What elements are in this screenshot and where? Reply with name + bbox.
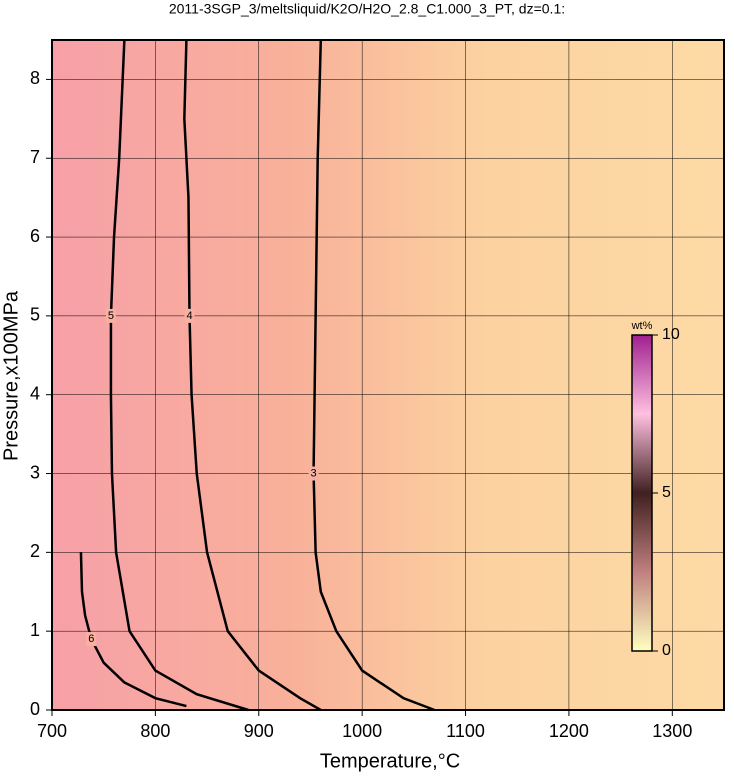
y-tick-label: 8	[30, 68, 40, 88]
y-tick-label: 7	[30, 147, 40, 167]
contour-line	[79, 552, 187, 708]
x-tick-label: 900	[244, 721, 274, 741]
x-tick-label: 1100	[446, 721, 485, 741]
contour-label-bg	[184, 308, 195, 323]
plot-frame	[51, 39, 725, 711]
contour-label: 5	[108, 310, 114, 322]
contour-line	[312, 39, 435, 712]
contour-line	[109, 39, 249, 712]
y-tick-label: 6	[30, 226, 40, 246]
contour-label-bg	[308, 466, 319, 481]
x-tick-label: 800	[140, 721, 170, 741]
contour-label: 4	[186, 310, 192, 322]
x-tick-label: 700	[37, 721, 67, 741]
y-axis-label: Pressure,x100MPa	[0, 290, 22, 461]
colorbar-tick-label: 10	[662, 326, 680, 343]
contour-label-bg	[86, 632, 97, 647]
x-tick-label: 1000	[342, 721, 382, 741]
y-tick-label: 0	[30, 699, 40, 719]
plot-background	[52, 40, 724, 710]
y-tick-label: 3	[30, 462, 40, 482]
x-tick-label: 1200	[549, 721, 589, 741]
y-tick-label: 5	[30, 305, 40, 325]
contour-label: 6	[88, 633, 94, 645]
y-tick-label: 1	[30, 620, 40, 640]
colorbar-label: wt%	[631, 320, 653, 332]
y-tick-label: 2	[30, 541, 40, 561]
contour-label: 3	[311, 467, 317, 479]
y-tick-label: 4	[30, 383, 40, 403]
contour-line	[183, 39, 322, 712]
colorbar-tick-label: 0	[662, 642, 671, 659]
colorbar-tick-label: 5	[662, 484, 671, 501]
contour-label-bg	[105, 308, 116, 323]
x-tick-label: 1300	[652, 721, 692, 741]
chart-title: 2011-3SGP_3/meltsliquid/K2O/H2O_2.8_C1.0…	[169, 1, 565, 17]
colorbar	[631, 334, 653, 652]
x-axis-label: Temperature,°C	[320, 750, 460, 772]
